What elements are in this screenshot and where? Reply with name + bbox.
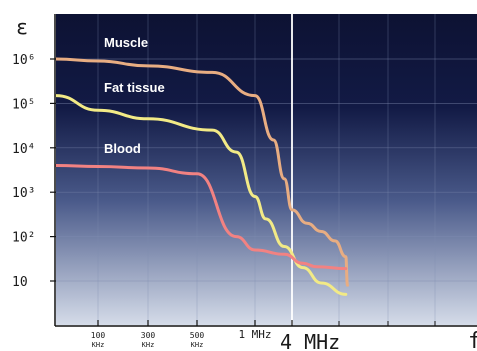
x-tick-label: 4 MHz — [280, 330, 340, 351]
y-axis-ticks: 10 10² 10³ 10⁴ 10⁵ 10⁶ — [12, 53, 56, 290]
series-label-blood: Blood — [104, 141, 141, 156]
series-line-muscle — [54, 57, 349, 287]
series-label-muscle: Muscle — [104, 35, 148, 50]
y-tick-label: 10 — [12, 275, 28, 290]
x-tick-unit: KHz — [92, 341, 105, 349]
y-tick-label: 10³ — [12, 186, 35, 201]
series-line-fat-tissue — [54, 94, 348, 296]
x-tick-label: 300 — [141, 331, 156, 340]
series-label-fat-tissue: Fat tissue — [104, 80, 165, 95]
x-tick-label: 500 — [190, 331, 205, 340]
x-tick-unit: KHz — [142, 341, 155, 349]
plot-area — [56, 14, 477, 325]
x-tick-label: 100 — [91, 331, 106, 340]
x-tick-unit: KHz — [191, 341, 204, 349]
y-tick-label: 10² — [12, 231, 35, 246]
x-tick-label: 1 MHz — [238, 328, 271, 341]
x-axis-label: f — [468, 329, 477, 351]
y-tick-label: 10⁵ — [12, 97, 35, 112]
series-line-blood — [54, 164, 348, 271]
y-tick-label: 10⁶ — [12, 53, 35, 68]
series-curves — [54, 57, 349, 296]
grid — [56, 14, 477, 326]
series-labels: Muscle Fat tissue Blood — [104, 35, 165, 156]
y-tick-label: 10⁴ — [12, 142, 35, 157]
y-axis-label: ε — [16, 15, 28, 39]
